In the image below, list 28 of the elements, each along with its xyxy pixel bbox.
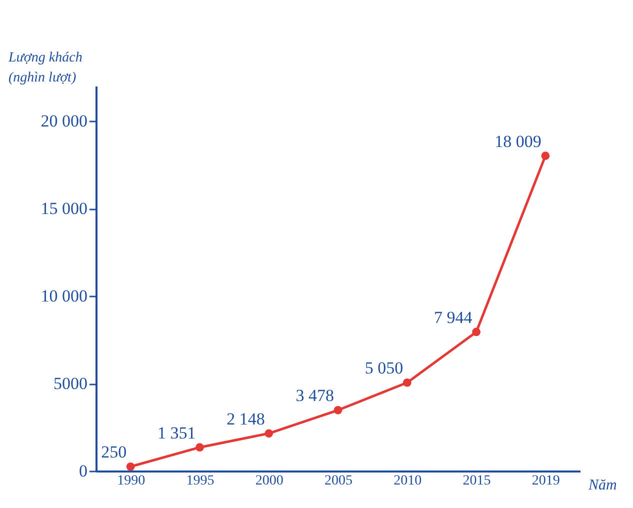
data-label: 18 009 [494,132,542,151]
x-tick-label: 2000 [255,474,284,488]
x-tick-label: 2019 [532,474,560,488]
data-label: 5 050 [364,358,404,378]
x-tick-label: 1990 [117,474,146,488]
y-tick-label: 10 000 [40,286,88,306]
data-label: 7 944 [434,308,473,327]
x-axis-title: Năm [588,478,618,494]
point [541,152,550,160]
data-label: 2 148 [226,409,265,428]
point [472,328,480,336]
point [126,462,135,471]
y-tick-label: 15 000 [40,199,88,218]
point [334,406,342,414]
point [402,378,412,387]
point [264,429,274,438]
x-tick-label: 2005 [324,474,352,488]
point [196,443,204,452]
data-label: 250 [101,442,127,462]
y-axis-title: Lượng khách (nghìn lượt) [8,50,82,86]
y-tick-label: 20 000 [40,112,88,130]
data-label: 3 478 [296,386,334,406]
data-label: 1 351 [157,423,196,442]
x-tick-label: 2015 [462,474,491,488]
x-tick-label: 2010 [394,474,422,488]
y-tick-label: 5000 [54,374,88,393]
y-tick-label: 0 [79,462,88,480]
x-tick-label: 1995 [186,474,214,488]
